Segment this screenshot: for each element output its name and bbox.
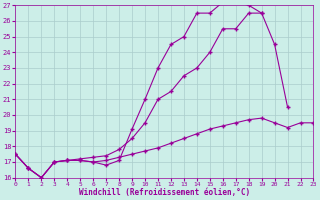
X-axis label: Windchill (Refroidissement éolien,°C): Windchill (Refroidissement éolien,°C) — [79, 188, 250, 197]
